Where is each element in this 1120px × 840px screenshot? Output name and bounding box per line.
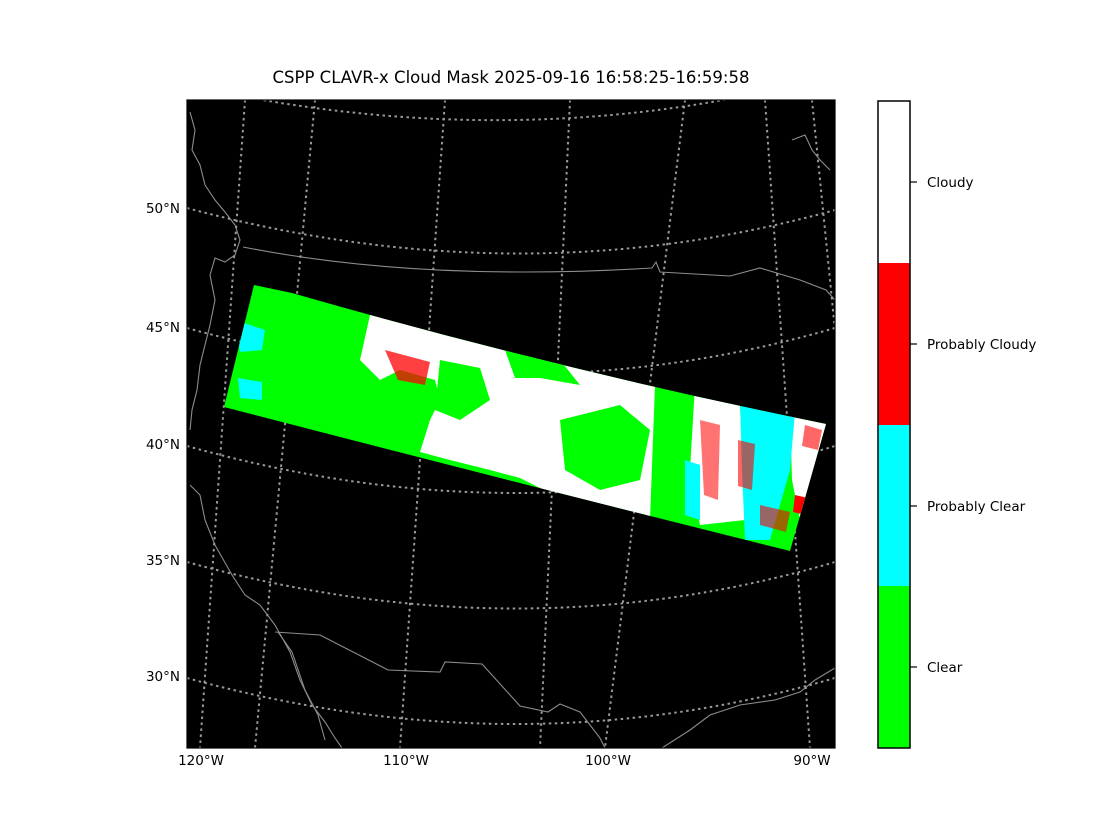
lat-tick-50n: 50°N	[146, 201, 180, 217]
meridian-115w	[254, 100, 316, 748]
colorbar-segment-cloudy	[878, 101, 910, 263]
swath-prob-cloudy-6	[802, 425, 822, 450]
lat-tick-30n: 30°N	[146, 669, 180, 685]
parallel-55n	[256, 100, 729, 122]
baja-coast	[277, 631, 326, 741]
colorbar-label-probably-cloudy: Probably Cloudy	[927, 337, 1036, 353]
colorbar-label-cloudy: Cloudy	[927, 175, 974, 191]
colorbar-frame	[877, 100, 911, 749]
us-mexico-border	[274, 631, 606, 748]
swath-clear-patch-south	[560, 405, 650, 490]
lat-tick-labels: 50°N 45°N 40°N 35°N 30°N	[146, 201, 180, 685]
rocky-coast-detail	[791, 134, 831, 171]
colorbar-segment-probably-clear	[878, 425, 910, 586]
lat-tick-35n: 35°N	[146, 553, 180, 569]
swath-prob-clear-east	[740, 400, 795, 540]
colorbar-label-clear: Clear	[927, 660, 963, 676]
swath-prob-cloudy-4	[760, 505, 790, 532]
lon-tick-labels: 120°W 110°W 100°W 90°W	[178, 753, 831, 769]
us-canada-border	[242, 246, 835, 301]
swath-prob-cloudy-2	[700, 420, 720, 500]
meridian-120w	[199, 100, 246, 748]
colorbar-segment-clear	[878, 586, 910, 748]
coastlines-and-borders	[189, 111, 835, 748]
lon-tick-120w: 120°W	[178, 753, 224, 769]
colorbar-segment-probably-cloudy	[878, 263, 910, 425]
gulf-of-mexico-coast	[661, 667, 835, 748]
colorbar: Cloudy Probably Cloudy Probably Clear Cl…	[877, 100, 1036, 749]
parallel-35n	[187, 561, 835, 610]
map-title: CSPP CLAVR-x Cloud Mask 2025-09-16 16:58…	[272, 68, 750, 87]
parallel-50n	[187, 207, 835, 255]
map-axes-frame	[186, 99, 836, 749]
lon-tick-90w: 90°W	[793, 753, 830, 769]
swath-prob-cloudy-1	[385, 350, 430, 385]
swath-prob-cloudy-3	[738, 440, 755, 490]
parallel-30n	[187, 677, 835, 725]
swath-prob-clear-central	[685, 460, 700, 520]
swath-clear-patch-north	[505, 350, 580, 385]
meridian-90w	[811, 100, 835, 331]
swath-clear-patch-central	[435, 360, 490, 420]
lon-tick-110w: 110°W	[383, 753, 429, 769]
lon-tick-100w: 100°W	[585, 753, 631, 769]
pacific-coastline-north	[189, 111, 241, 431]
colorbar-label-probably-clear: Probably Clear	[927, 499, 1026, 515]
swath-prob-clear-sw	[238, 378, 262, 400]
lat-tick-45n: 45°N	[146, 320, 180, 336]
lat-tick-40n: 40°N	[146, 437, 180, 453]
